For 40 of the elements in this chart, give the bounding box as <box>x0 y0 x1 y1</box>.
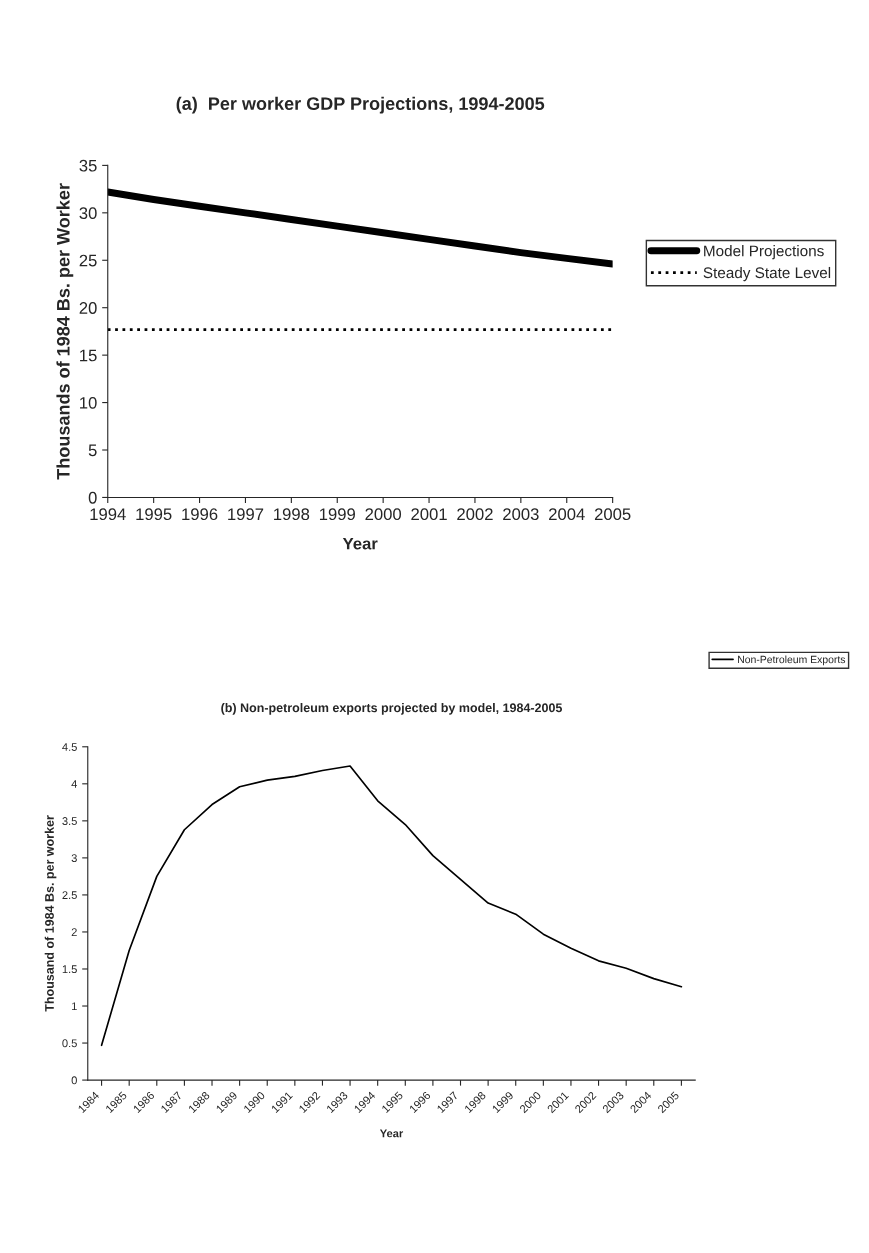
y-tick-label: 35 <box>79 159 97 172</box>
y-tick-label: 20 <box>79 302 97 314</box>
y-tick-label: 4 <box>71 780 78 788</box>
x-tick-label: 2005 <box>594 508 631 521</box>
y-tick-label: 1 <box>72 1002 77 1011</box>
y-tick-label: 30 <box>79 207 97 220</box>
y-tick-label: 0 <box>88 491 97 504</box>
x-tick-label: 1994 <box>90 508 126 521</box>
line-series <box>100 765 683 1047</box>
x-tick-label: 2001 <box>411 508 447 521</box>
y-axis-title: Thousands of 1984 Bs. per Worker <box>56 183 74 480</box>
x-tick-label: 1995 <box>136 508 172 521</box>
x-axis-title: Year <box>379 1129 404 1138</box>
y-tick-label: 2.5 <box>62 891 77 900</box>
x-tick-label: 1997 <box>228 508 264 521</box>
x-axis-title: Year <box>342 537 378 550</box>
x-tick-label: 1996 <box>182 508 218 521</box>
chart-title: (b) Non-petroleum exports projected by model, 1984-2005 <box>221 703 563 715</box>
x-tick-label: 2002 <box>457 508 493 521</box>
y-tick-label: 10 <box>80 396 97 409</box>
chart-title: (a) Per worker GDP Projections, 1994-2005 <box>176 96 545 114</box>
legend-label: Model Projections <box>704 245 824 260</box>
y-tick-label: 15 <box>80 349 97 362</box>
y-tick-label: 1.5 <box>62 965 77 974</box>
y-tick-label: 3.5 <box>62 817 77 825</box>
y-tick-label: 0.5 <box>62 1039 77 1048</box>
legend-label: Steady State Level <box>703 266 831 282</box>
x-tick-label: 2000 <box>365 508 402 521</box>
legend-label: Non-Petroleum Exports <box>738 655 846 666</box>
y-tick-label: 4.5 <box>62 743 77 751</box>
x-tick-label: 2004 <box>549 508 585 521</box>
x-tick-label: 1999 <box>319 508 355 521</box>
y-axis-title: Thousand of 1984 Bs. per worker <box>44 815 57 1012</box>
y-tick-label: 25 <box>79 254 97 267</box>
y-tick-label: 3 <box>71 854 77 863</box>
y-tick-label: 0 <box>71 1076 77 1085</box>
x-tick-label: 2003 <box>503 508 539 521</box>
x-tick-label: 1998 <box>274 508 310 521</box>
y-tick-label: 2 <box>71 928 77 936</box>
y-tick-label: 5 <box>88 444 97 457</box>
